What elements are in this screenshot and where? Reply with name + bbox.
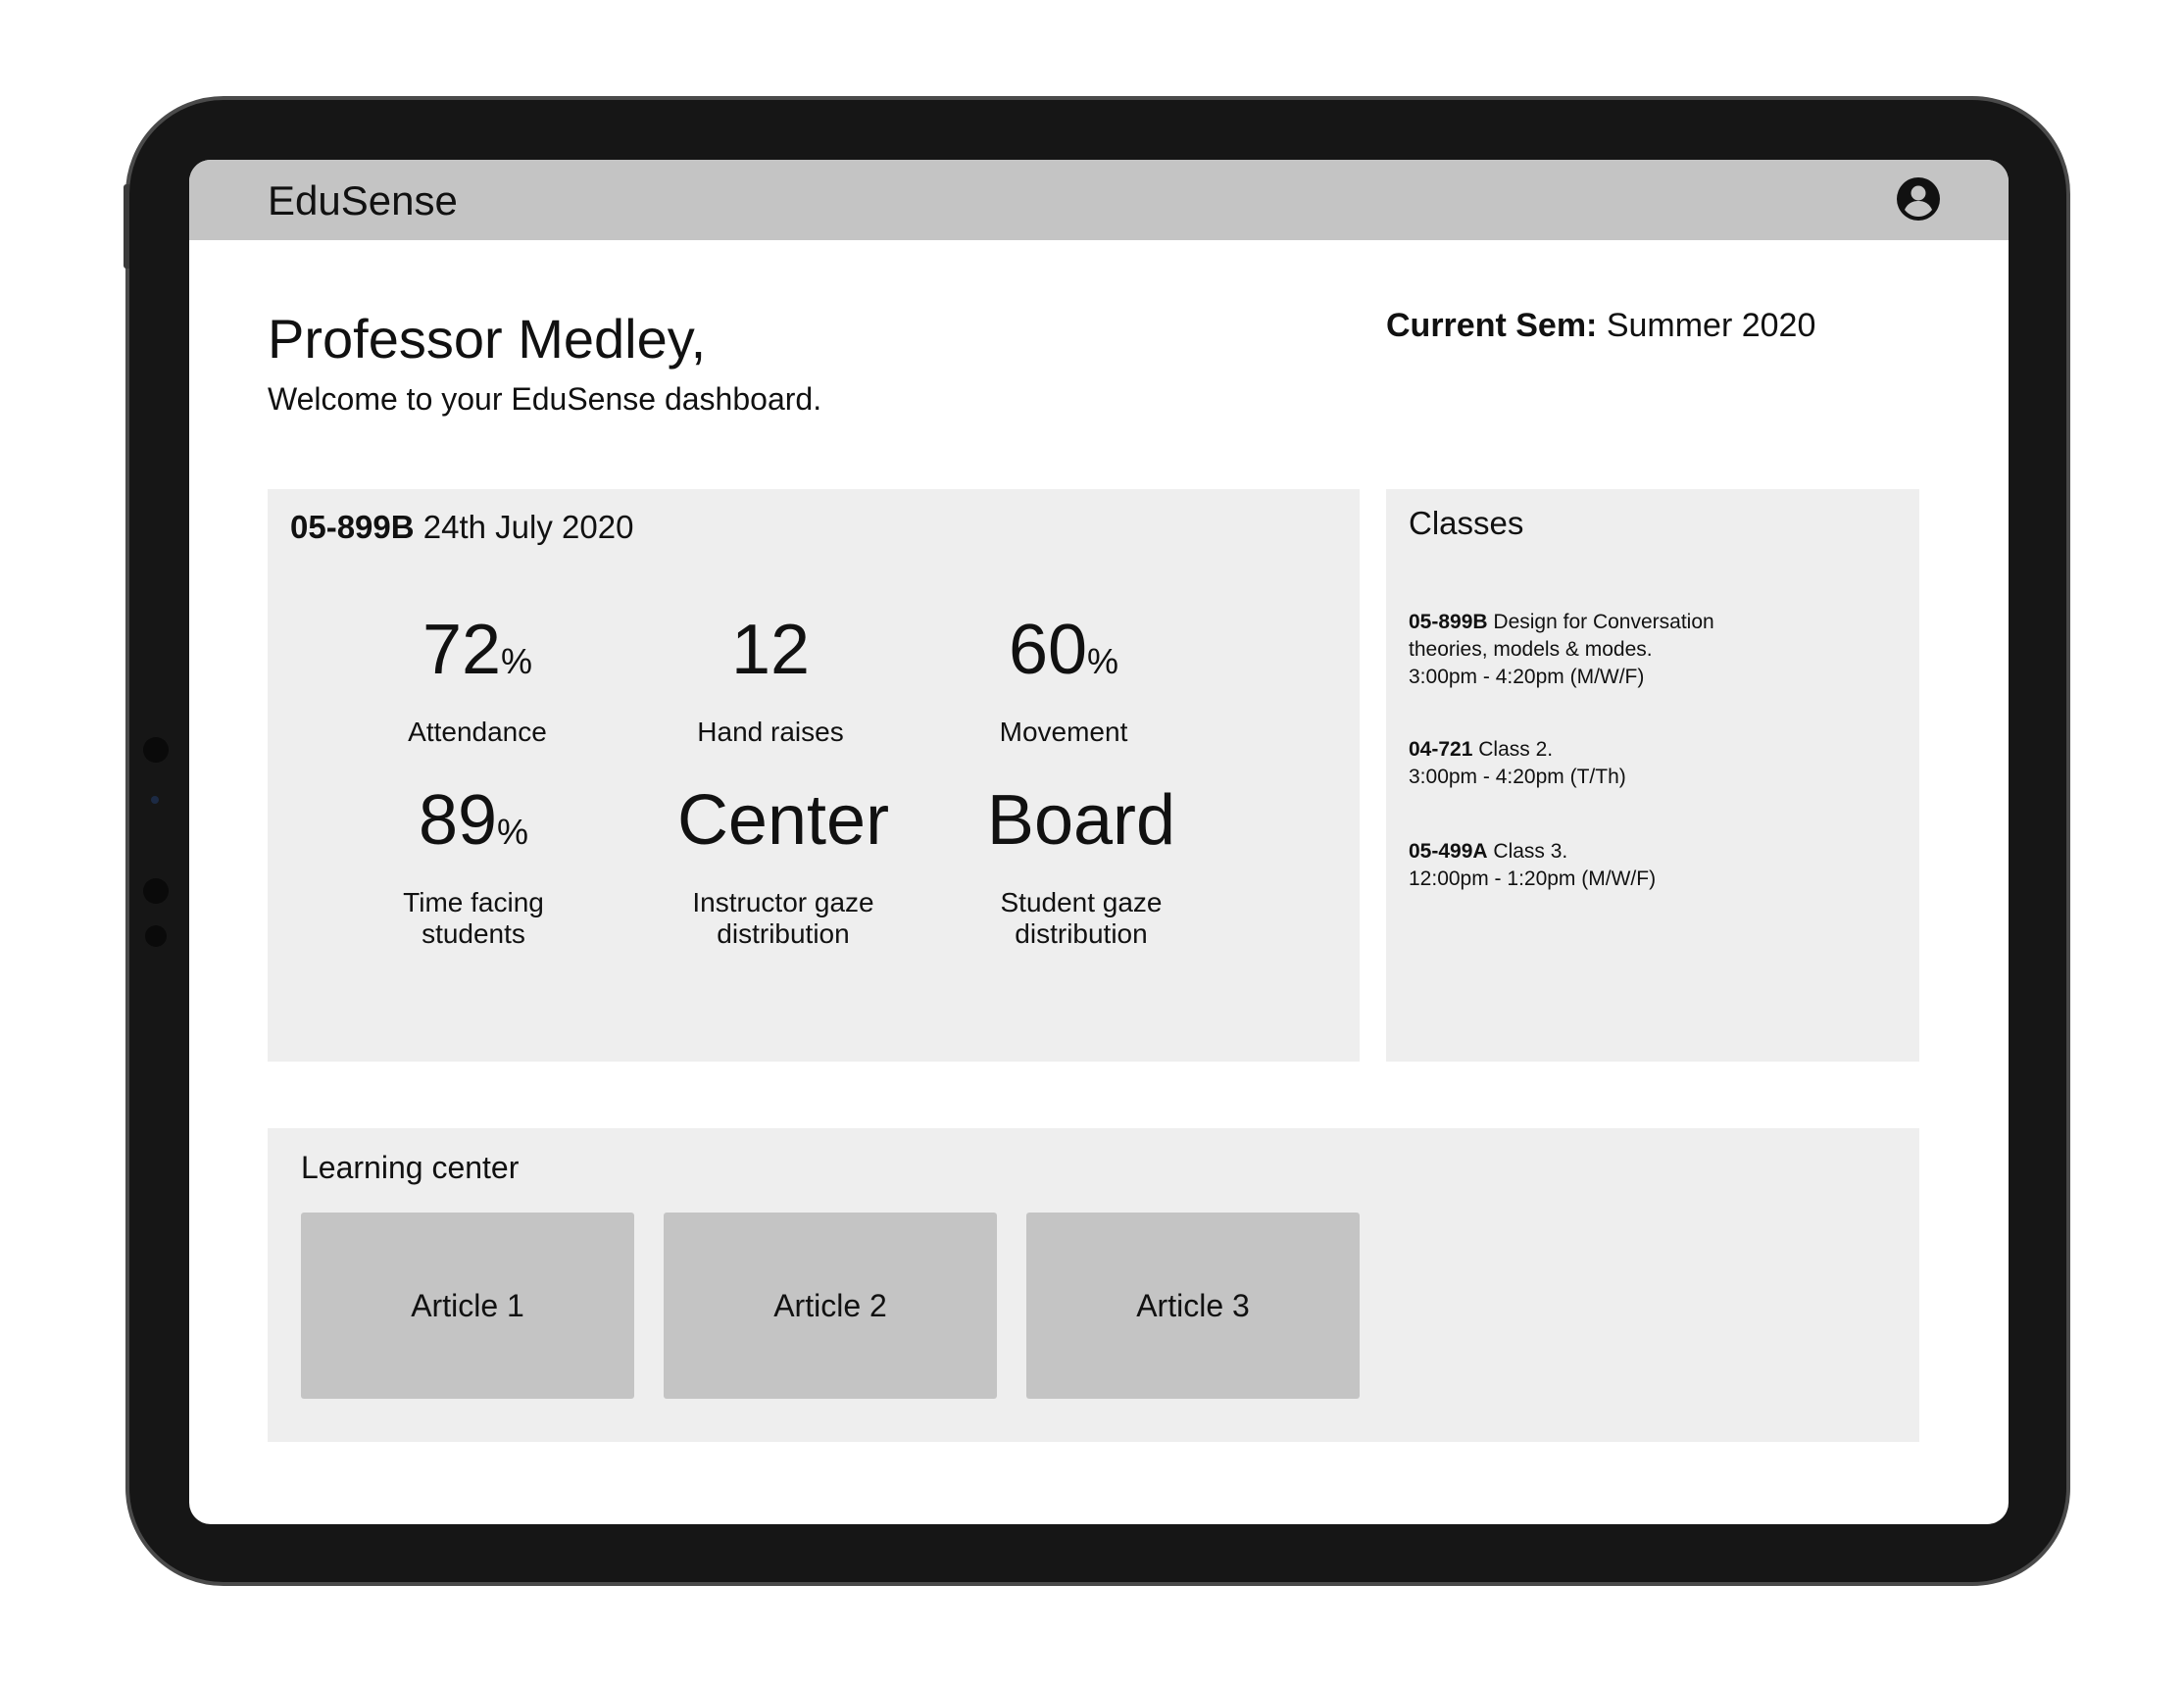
class-item[interactable]: 05-499A Class 3. 12:00pm - 1:20pm (M/W/F… [1409,838,1899,893]
metric-value: 72 [422,611,502,689]
metric-label: Instructor gaze distribution [692,887,874,949]
class-code: 05-899B [1409,611,1488,633]
class-name: Class 2. [1478,738,1554,761]
class-item[interactable]: 04-721 Class 2. 3:00pm - 4:20pm (T/Th) [1409,736,1899,791]
welcome-text: Welcome to your EduSense dashboard. [268,381,822,417]
camera-dot [145,925,167,947]
metric-time-facing-students: 89% Time facing students [326,779,620,950]
class-time: 3:00pm - 4:20pm (M/W/F) [1409,666,1645,688]
metric-unit: % [1087,641,1119,681]
session-course-code: 05-899B [290,509,415,545]
metric-movement: 60% Movement [917,609,1211,748]
sensor-dot [151,796,159,804]
metric-unit: % [501,641,533,681]
metric-label: Hand raises [697,717,844,747]
learning-center-title: Learning center [301,1150,520,1185]
class-time: 3:00pm - 4:20pm (T/Th) [1409,766,1626,788]
metric-hand-raises: 12 Hand raises [623,609,918,748]
class-name: Class 3. [1493,840,1568,863]
article-card-2[interactable]: Article 2 [664,1213,997,1399]
metric-value: 60 [1008,611,1088,689]
classes-panel: Classes 05-899B Design for Conversation … [1386,489,1919,1062]
metric-unit: % [497,812,529,852]
metric-value: 89 [418,781,498,860]
article-card-3[interactable]: Article 3 [1026,1213,1360,1399]
greeting-title: Professor Medley, [268,308,707,370]
semester-label: Current Sem: [1386,307,1598,344]
class-code: 04-721 [1409,738,1473,761]
camera-dot [143,878,169,904]
metric-student-gaze: Board Student gaze distribution [934,779,1228,950]
article-card-1[interactable]: Article 1 [301,1213,634,1399]
metric-instructor-gaze: Center Instructor gaze distribution [636,779,930,950]
class-name: Design for Conversation [1493,611,1714,633]
top-bar: EduSense [189,160,2009,240]
app-screen: EduSense Professor Medley, Welcome to yo… [189,160,2009,1524]
class-time: 12:00pm - 1:20pm (M/W/F) [1409,867,1657,890]
camera-dot [143,737,169,763]
metric-label: Movement [999,717,1128,747]
tablet-side-button [124,184,129,269]
learning-center-panel: Learning center Article 1 Article 2 Arti… [268,1128,1919,1442]
session-header: 05-899B 24th July 2020 [290,509,633,546]
account-circle-icon[interactable] [1895,175,1942,223]
class-item[interactable]: 05-899B Design for Conversation theories… [1409,609,1899,691]
session-summary-panel[interactable]: 05-899B 24th July 2020 72% Attendance 12… [268,489,1360,1062]
metric-label: Attendance [408,717,547,747]
semester-value: Summer 2020 [1606,307,1816,344]
class-code: 05-499A [1409,840,1488,863]
class-name-cont: theories, models & modes. [1409,638,1653,661]
metric-label: Student gaze distribution [1000,887,1163,949]
current-semester: Current Sem: Summer 2020 [1386,307,1815,345]
app-title: EduSense [268,177,458,223]
classes-title: Classes [1409,505,1524,541]
metric-value: 12 [730,611,811,689]
session-date: 24th July 2020 [422,509,634,545]
metric-value: Board [986,781,1176,860]
metric-value: Center [676,781,890,860]
metric-label: Time facing students [403,887,544,949]
metric-attendance: 72% Attendance [330,609,624,748]
